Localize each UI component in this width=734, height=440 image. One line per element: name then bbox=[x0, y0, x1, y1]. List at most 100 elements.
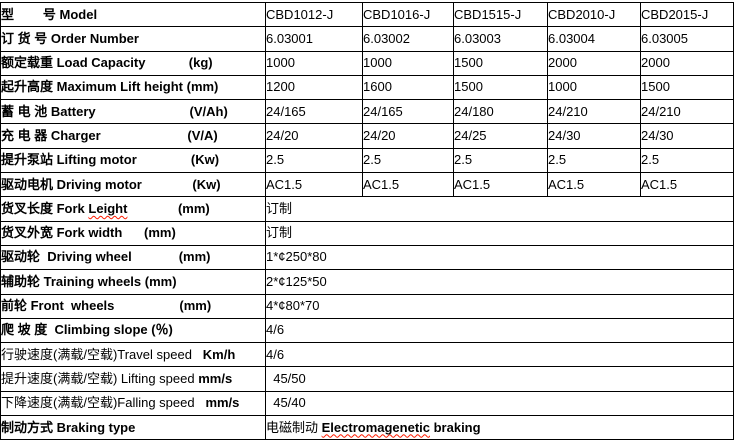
value-text: 2000 bbox=[548, 55, 577, 71]
value-text: 2.5 bbox=[454, 152, 473, 168]
value-cell: 24/20 bbox=[362, 123, 454, 149]
value-cell: 1500 bbox=[453, 50, 548, 76]
value-cell: AC1.5 bbox=[265, 172, 363, 198]
row-braking-type: 制动方式 Braking type 电磁制动 Electromagenetic … bbox=[0, 415, 734, 440]
label-cell: 订 货 号 Order Number bbox=[0, 26, 266, 52]
row-training-wheels: 辅助轮 Training wheels (mm) 2*¢125*50 bbox=[0, 269, 734, 295]
label-cell: 驱动电机 Driving motor (Kw) bbox=[0, 172, 266, 198]
value-text: CBD2010-J bbox=[548, 6, 616, 22]
label-text: 驱动轮 Driving wheel (mm) bbox=[1, 249, 211, 265]
value-cell: CBD2015-J bbox=[640, 1, 734, 28]
value-text: AC1.5 bbox=[641, 176, 678, 192]
value-text: AC1.5 bbox=[548, 176, 585, 192]
value-cell-merged: 45/40 bbox=[265, 390, 734, 417]
value-text: 1200 bbox=[266, 79, 295, 95]
value-cell-merged: 45/50 bbox=[265, 366, 734, 392]
label-text: 货叉外宽 Fork width (mm) bbox=[1, 225, 176, 241]
value-cell: 24/165 bbox=[265, 99, 363, 125]
label-text: 驱动电机 Driving motor (Kw) bbox=[1, 176, 221, 192]
value-text: 24/30 bbox=[641, 127, 674, 143]
value-cell: AC1.5 bbox=[453, 172, 548, 198]
row-order-number: 订 货 号 Order Number 6.03001 6.03002 6.030… bbox=[0, 26, 734, 52]
label-unit: mm/s bbox=[198, 370, 233, 386]
value-text: CBD2015-J bbox=[641, 6, 709, 22]
value-cell-merged: 4/6 bbox=[265, 342, 734, 368]
label-text: 提升泵站 Lifting motor (Kw) bbox=[1, 152, 220, 168]
label-cell: 下降速度(满载/空载)Falling speed mm/s bbox=[0, 390, 266, 417]
value-cell: 24/210 bbox=[547, 99, 641, 125]
value-cell: 2.5 bbox=[362, 147, 454, 174]
label-cell: 货叉外宽 Fork width (mm) bbox=[0, 220, 266, 246]
row-model: 型 号 Model CBD1012-J CBD1016-J CBD1515-J … bbox=[0, 1, 734, 28]
label-cell: 起升高度 Maximum Lift height (mm) bbox=[0, 74, 266, 101]
value-text: CBD1016-J bbox=[363, 6, 431, 22]
label-text: 制动方式 Braking type bbox=[1, 419, 136, 435]
label-text: 辅助轮 Training wheels (mm) bbox=[1, 273, 177, 289]
value-cell-merged: 4/6 bbox=[265, 317, 734, 344]
label-text: 蓄 电 池 Battery (V/Ah) bbox=[1, 103, 228, 119]
label-cell: 型 号 Model bbox=[0, 1, 266, 28]
label-cell: 爬 坡 度 Climbing slope (％) bbox=[0, 317, 266, 344]
row-falling-speed: 下降速度(满载/空载)Falling speed mm/s 45/40 bbox=[0, 390, 734, 417]
value-cell: AC1.5 bbox=[362, 172, 454, 198]
label-unit: (mm) bbox=[127, 200, 210, 216]
label-cell: 额定载重 Load Capacity (kg) bbox=[0, 50, 266, 76]
row-battery: 蓄 电 池 Battery (V/Ah) 24/165 24/165 24/18… bbox=[0, 99, 734, 125]
label-text: 额定载重 Load Capacity (kg) bbox=[1, 55, 213, 71]
value-text: CBD1515-J bbox=[454, 6, 522, 22]
value-text: AC1.5 bbox=[363, 176, 400, 192]
value-cell-merged: 2*¢125*50 bbox=[265, 269, 734, 295]
value-cell: 6.03005 bbox=[640, 26, 734, 52]
value-text: AC1.5 bbox=[454, 176, 491, 192]
label-text: 行驶速度(满载/空载)Travel speed bbox=[1, 346, 203, 362]
value-text: 24/20 bbox=[363, 127, 396, 143]
value-text: 1000 bbox=[548, 79, 577, 95]
label-text: 前轮 Front wheels (mm) bbox=[1, 298, 212, 314]
value-text: 订制 bbox=[266, 225, 293, 241]
value-text: braking bbox=[430, 419, 481, 435]
value-cell: 1000 bbox=[265, 50, 363, 76]
value-text: 1*¢250*80 bbox=[266, 249, 327, 265]
value-text: 2.5 bbox=[641, 152, 660, 168]
label-text: 爬 坡 度 Climbing slope (％) bbox=[1, 322, 173, 338]
value-text: 6.03005 bbox=[641, 30, 689, 46]
row-lifting-motor: 提升泵站 Lifting motor (Kw) 2.5 2.5 2.5 2.5 … bbox=[0, 147, 734, 174]
value-text: 订制 bbox=[266, 200, 293, 216]
value-cell-merged: 1*¢250*80 bbox=[265, 244, 734, 271]
value-text: 24/210 bbox=[548, 103, 588, 119]
value-cell: CBD1016-J bbox=[362, 1, 454, 28]
value-cell: 1500 bbox=[640, 74, 734, 101]
value-cell: CBD2010-J bbox=[547, 1, 641, 28]
label-text: 起升高度 Maximum Lift height (mm) bbox=[1, 79, 219, 95]
value-cell: 24/165 bbox=[362, 99, 454, 125]
value-cell-merged: 订制 bbox=[265, 220, 734, 246]
value-cell: 1600 bbox=[362, 74, 454, 101]
value-text: 6.03001 bbox=[266, 30, 314, 46]
value-cell: 6.03002 bbox=[362, 26, 454, 52]
label-cell: 辅助轮 Training wheels (mm) bbox=[0, 269, 266, 295]
label-unit: Km/h bbox=[202, 346, 236, 362]
misspelled-word: Leight bbox=[88, 200, 128, 216]
row-front-wheels: 前轮 Front wheels (mm) 4*¢80*70 bbox=[0, 293, 734, 319]
misspelled-word: Electromagenetic bbox=[321, 419, 430, 435]
value-cell: 2000 bbox=[640, 50, 734, 76]
value-cell: 1000 bbox=[547, 74, 641, 101]
value-text: 24/25 bbox=[454, 127, 487, 143]
value-cell: CBD1012-J bbox=[265, 1, 363, 28]
value-text: 24/165 bbox=[266, 103, 306, 119]
row-lifting-speed: 提升速度(满载/空载) Lifting speed mm/s 45/50 bbox=[0, 366, 734, 392]
value-text: CBD1012-J bbox=[266, 6, 334, 22]
row-driving-wheel: 驱动轮 Driving wheel (mm) 1*¢250*80 bbox=[0, 244, 734, 271]
label-unit: mm/s bbox=[205, 395, 240, 411]
value-cell: 1000 bbox=[362, 50, 454, 76]
value-cell: 24/30 bbox=[547, 123, 641, 149]
value-text: 2*¢125*50 bbox=[266, 273, 327, 289]
value-cell: 24/25 bbox=[453, 123, 548, 149]
row-fork-length: 货叉长度 Fork Leight (mm) 订制 bbox=[0, 196, 734, 222]
value-cell: AC1.5 bbox=[547, 172, 641, 198]
label-text: 货叉长度 Fork bbox=[1, 200, 89, 216]
value-text: 24/30 bbox=[548, 127, 581, 143]
value-text: 电磁制动 bbox=[266, 419, 322, 435]
